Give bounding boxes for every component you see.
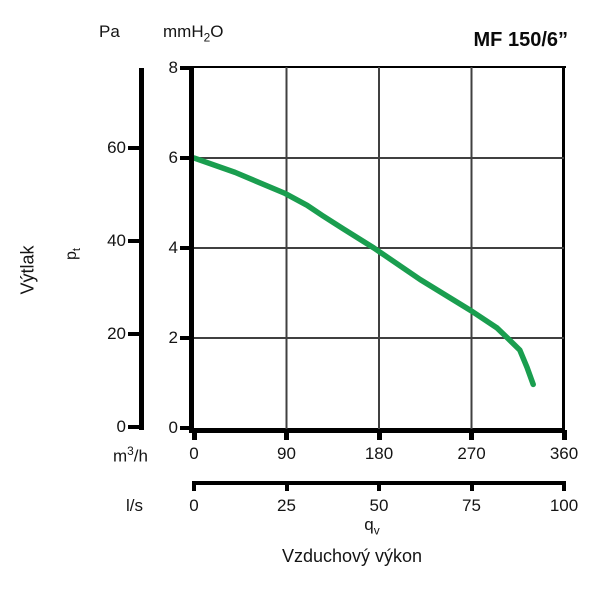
- ls-tick-label: 25: [277, 496, 296, 515]
- chart-title: MF 150/6”: [473, 29, 568, 51]
- ls-tick-label: 100: [549, 496, 579, 515]
- ls-tick: [284, 481, 289, 491]
- mmh2o-tick-label: 8: [168, 58, 178, 77]
- plot-area: [194, 67, 564, 429]
- ls-tick: [377, 481, 381, 491]
- mmh2o-tick: [180, 66, 190, 70]
- ls-tick: [562, 481, 566, 491]
- pa-tick-label: 0: [116, 417, 126, 436]
- plot-top-border: [189, 66, 566, 68]
- ls-tick-label: 0: [189, 496, 199, 515]
- fan-curve-line: [194, 155, 536, 388]
- m3h-unit-label: m3/h: [113, 444, 148, 466]
- pa-tick: [128, 146, 140, 150]
- flow-symbol: qv: [364, 515, 380, 538]
- mmh2o-tick: [180, 246, 190, 250]
- m3h-tick: [191, 430, 197, 440]
- mmh2o-tick: [180, 156, 190, 160]
- ls-unit-label: l/s: [126, 496, 143, 515]
- ls-tick-label: 75: [462, 496, 481, 515]
- mmh2o-tick: [180, 336, 190, 340]
- mmh2o-axis-bar: [189, 66, 194, 432]
- m3h-tick-label: 360: [549, 444, 579, 463]
- mmh2o-tick-label: 0: [168, 418, 178, 437]
- ls-axis-line: [193, 481, 565, 485]
- mmh2o-unit-label: mmH2O: [163, 22, 224, 45]
- pa-tick-label: 60: [107, 138, 126, 157]
- pa-tick: [128, 239, 140, 243]
- ls-tick-label: 50: [369, 496, 389, 515]
- m3h-tick: [284, 430, 289, 440]
- m3h-tick-label: 90: [277, 444, 296, 463]
- pressure-symbol: pt: [62, 247, 84, 261]
- y-axis-title: Výtlak: [17, 245, 38, 295]
- x-axis-title: Vzduchový výkon: [281, 546, 423, 566]
- pa-tick-label: 20: [107, 324, 126, 343]
- pa-tick: [128, 425, 140, 429]
- m3h-tick-label: 180: [364, 444, 394, 463]
- ls-tick: [192, 481, 196, 491]
- pa-unit-label: Pa: [99, 22, 120, 41]
- m3h-tick: [376, 430, 382, 440]
- m3h-tick-label: 270: [457, 444, 486, 463]
- m3h-tick: [561, 430, 567, 440]
- m3h-tick: [469, 430, 474, 440]
- mmh2o-tick: [180, 426, 190, 430]
- mmh2o-tick-label: 6: [168, 148, 178, 167]
- pa-axis-bar: [139, 68, 144, 430]
- mmh2o-tick-label: 2: [168, 328, 178, 347]
- pa-tick-label: 40: [107, 231, 126, 250]
- mmh2o-tick-label: 4: [168, 238, 178, 257]
- m3h-tick-label: 0: [189, 444, 199, 463]
- pa-tick: [128, 332, 140, 336]
- ls-tick: [469, 481, 474, 491]
